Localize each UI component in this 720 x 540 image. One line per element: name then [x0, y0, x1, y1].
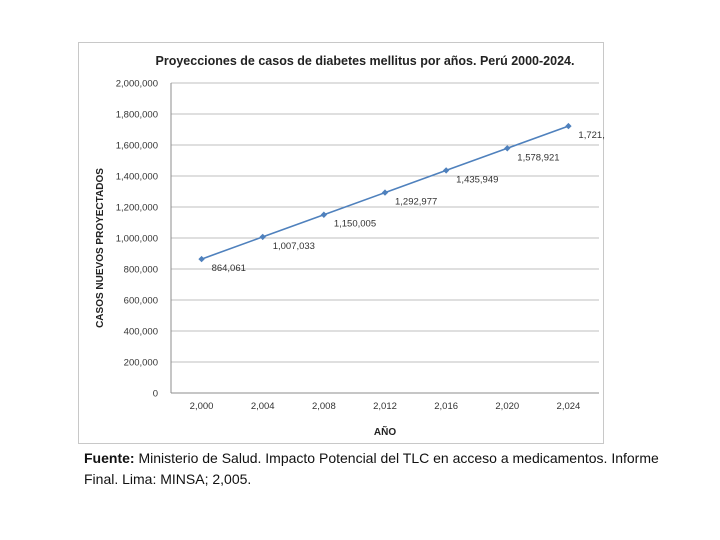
y-tick-label: 1,800,000	[116, 110, 158, 121]
x-tick-label: 2,012	[373, 401, 397, 412]
source-note: Fuente: Ministerio de Salud. Impacto Pot…	[84, 448, 684, 490]
x-tick-label: 2,000	[190, 401, 214, 412]
data-point	[565, 122, 572, 130]
y-tick-label: 400,000	[124, 327, 158, 338]
line-chart: Proyecciones de casos de diabetes mellit…	[95, 54, 605, 438]
x-tick-label: 2,004	[251, 401, 275, 412]
chart-title: Proyecciones de casos de diabetes mellit…	[156, 54, 575, 68]
data-label: 1,150,005	[334, 219, 376, 230]
y-tick-label: 1,000,000	[116, 234, 158, 245]
data-point	[381, 189, 389, 196]
source-label: Fuente:	[84, 450, 135, 466]
y-tick-label: 800,000	[124, 265, 158, 276]
data-point	[320, 211, 328, 218]
y-tick-label: 0	[153, 389, 158, 400]
data-label: 1,007,033	[273, 241, 315, 252]
data-label: 1,578,921	[517, 152, 559, 163]
x-tick-label: 2,016	[434, 401, 458, 412]
source-text: Ministerio de Salud. Impacto Potencial d…	[84, 450, 659, 487]
chart-frame: Proyecciones de casos de diabetes mellit…	[78, 42, 605, 444]
x-tick-label: 2,024	[557, 401, 581, 412]
y-tick-label: 1,200,000	[116, 203, 158, 214]
data-point	[198, 255, 205, 263]
data-point	[504, 145, 511, 152]
y-tick-label: 1,600,000	[116, 141, 158, 152]
x-tick-label: 2,020	[495, 401, 519, 412]
y-tick-label: 2,000,000	[116, 79, 158, 90]
y-tick-label: 200,000	[124, 358, 158, 369]
data-point	[259, 233, 266, 241]
data-point	[442, 167, 450, 174]
y-tick-label: 600,000	[124, 296, 158, 307]
y-axis-title: CASOS NUEVOS PROYECTADOS	[95, 168, 106, 328]
y-tick-label: 1,400,000	[116, 172, 158, 183]
data-label: 1,435,949	[456, 174, 498, 185]
data-label: 864,061	[212, 263, 246, 274]
data-label: 1,292,977	[395, 197, 437, 208]
x-tick-label: 2,008	[312, 401, 336, 412]
x-axis-title: AÑO	[374, 425, 396, 438]
data-label: 1,721,893	[578, 130, 605, 141]
